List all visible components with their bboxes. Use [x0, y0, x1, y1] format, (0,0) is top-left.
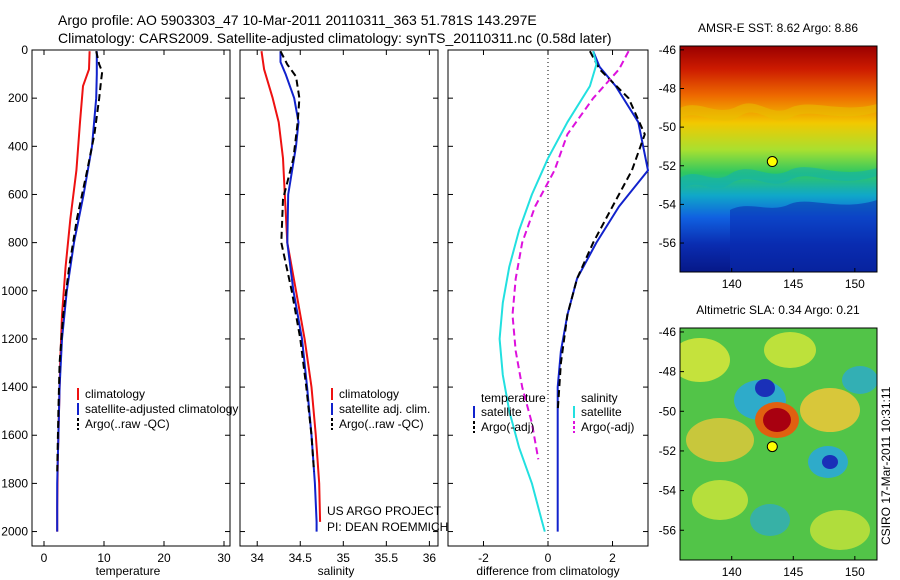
- sst-map-title: AMSR-E SST: 8.62 Argo: 8.86: [698, 21, 858, 35]
- series-line-black: [279, 50, 315, 472]
- map-y-tick-label: -46: [659, 43, 677, 57]
- x-tick-label: 0: [41, 551, 48, 565]
- sst-map-frame: [679, 45, 878, 273]
- sla-map-frame: [679, 327, 878, 561]
- sla-map-panel: Altimetric SLA: 0.34 Argo: 0.21 140 145 15…: [659, 303, 878, 579]
- y-tick-label: 1000: [1, 284, 28, 298]
- map-y-tick-label: -48: [659, 81, 677, 95]
- series-line-blue: [56, 51, 98, 532]
- legend-group-title: salinity: [581, 391, 618, 405]
- sla-blob: [810, 510, 870, 550]
- sla-blob: [764, 332, 816, 368]
- salinity-x-label: salinity: [318, 564, 355, 578]
- series-line-black: [556, 50, 646, 412]
- map-x-tick-label: 150: [845, 277, 865, 291]
- x-tick-label: 20: [157, 551, 171, 565]
- difference-profile-panel: difference from climatology -2 0 2 temperat…: [447, 49, 649, 578]
- series-line-black: [56, 50, 104, 472]
- legend-label: satellite adj. clim.: [339, 402, 430, 416]
- x-tick-label: 0: [545, 551, 552, 565]
- map-y-tick-label: -54: [659, 197, 677, 211]
- x-tick-label: 34: [251, 551, 265, 565]
- map-y-tick-label: -54: [659, 484, 677, 498]
- series-line-blue: [279, 51, 318, 532]
- map-x-tick-label: 140: [722, 277, 742, 291]
- argo-float-marker: [766, 156, 778, 168]
- y-tick-label: 200: [8, 91, 28, 105]
- y-tick-label: 400: [8, 139, 28, 153]
- sla-blob: [750, 504, 790, 536]
- salinity-profile-panel: salinity US ARGO PROJECT PI: DEAN ROEMMI…: [239, 49, 448, 578]
- legend-label: satellite-adjusted climatology: [85, 402, 238, 416]
- sst-front-cyan: [680, 167, 877, 190]
- pi-credit: PI: DEAN ROEMMICH: [327, 520, 448, 534]
- series-line-blue: [556, 50, 649, 532]
- series-line-cyan: [498, 50, 598, 532]
- legend-label: climatology: [339, 387, 399, 401]
- y-tick-label: 1200: [1, 332, 28, 346]
- csiro-timestamp: CSIRO 17-Mar-2011 10:31:11: [879, 386, 893, 545]
- sst-front-yellow: [680, 103, 877, 121]
- sla-blob: [692, 480, 748, 520]
- map-y-tick-label: -50: [659, 120, 677, 134]
- temperature-x-label: temperature: [96, 564, 161, 578]
- sla-blob: [822, 455, 838, 469]
- y-tick-label: 600: [8, 187, 28, 201]
- map-y-tick-label: -56: [659, 236, 677, 250]
- map-y-tick-label: -46: [659, 325, 677, 339]
- sla-blob: [755, 379, 775, 397]
- y-tick-label: 0: [21, 43, 28, 57]
- map-y-tick-label: -50: [659, 404, 677, 418]
- legend-group-title: temperature: [481, 391, 546, 405]
- x-tick-label: 36: [423, 551, 437, 565]
- map-y-tick-label: -52: [659, 159, 677, 173]
- legend-label: satellite: [581, 405, 622, 419]
- map-y-tick-label: -48: [659, 365, 677, 379]
- sla-blob: [763, 408, 791, 432]
- sla-blob: [800, 388, 860, 432]
- x-tick-label: -2: [478, 551, 489, 565]
- legend-label: Argo(..raw -QC): [339, 417, 424, 431]
- sst-map-panel: AMSR-E SST: 8.62 Argo: 8.86 140 145 150 -46…: [659, 21, 878, 291]
- x-tick-label: 34.5: [289, 551, 313, 565]
- project-credit: US ARGO PROJECT: [327, 504, 442, 518]
- map-x-tick-label: 145: [783, 565, 803, 579]
- temperature-profile-panel: temperature 0 10 20 30 0 200 400 600 800 1000 1200…: [1, 43, 238, 578]
- sst-cold-pool: [730, 200, 877, 272]
- legend-label: Argo(-adj): [481, 420, 534, 434]
- sla-blob: [680, 338, 730, 382]
- legend-label: Argo(-adj): [581, 420, 634, 434]
- y-tick-label: 2000: [1, 525, 28, 539]
- map-x-tick-label: 150: [845, 565, 865, 579]
- temperature-axes-frame: [31, 49, 231, 547]
- x-tick-label: 10: [97, 551, 111, 565]
- figure-title-line-2: Climatology: CARS2009. Satellite-adjuste…: [58, 30, 612, 46]
- legend-label: satellite: [481, 405, 522, 419]
- map-x-tick-label: 145: [783, 277, 803, 291]
- y-tick-label: 1600: [1, 428, 28, 442]
- argo-float-marker: [766, 441, 778, 453]
- x-tick-label: 30: [217, 551, 231, 565]
- map-y-tick-label: -56: [659, 523, 677, 537]
- series-line-magenta: [511, 50, 630, 460]
- figure-title-line-1: Argo profile: AO 5903303_47 10-Mar-2011 …: [58, 12, 537, 28]
- y-tick-label: 800: [8, 236, 28, 250]
- salinity-axes-frame: [239, 49, 439, 547]
- y-tick-label: 1400: [1, 380, 28, 394]
- sla-map-title: Altimetric SLA: 0.34 Argo: 0.21: [696, 303, 860, 317]
- x-tick-label: 2: [609, 551, 616, 565]
- map-y-tick-label: -52: [659, 444, 677, 458]
- sla-blob: [686, 418, 754, 462]
- legend-label: Argo(..raw -QC): [85, 417, 170, 431]
- sla-blob: [842, 366, 877, 394]
- difference-x-label: difference from climatology: [476, 564, 619, 578]
- x-tick-label: 35: [337, 551, 351, 565]
- map-x-tick-label: 140: [722, 565, 742, 579]
- legend-label: climatology: [85, 387, 145, 401]
- x-tick-label: 35.5: [375, 551, 399, 565]
- y-tick-label: 1800: [1, 476, 28, 490]
